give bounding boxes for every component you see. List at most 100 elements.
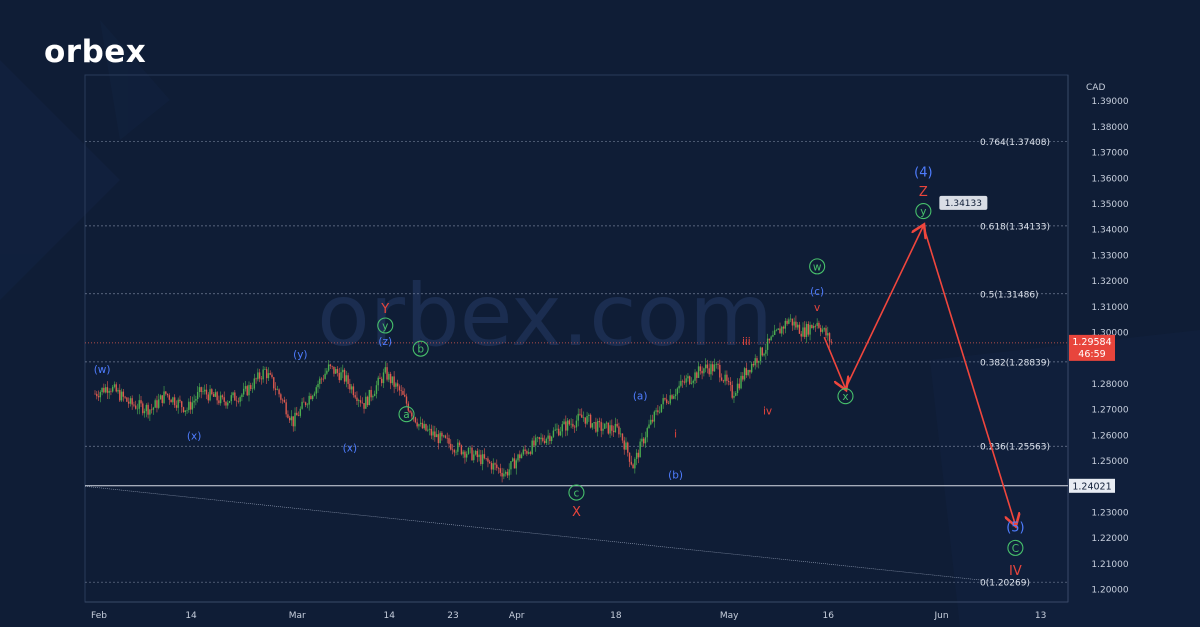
candle-body xyxy=(527,452,530,454)
candle-body xyxy=(489,461,491,463)
candle-body xyxy=(772,335,774,337)
candle-body xyxy=(740,375,742,389)
candle-body xyxy=(770,336,772,341)
candle xyxy=(662,394,664,409)
candle xyxy=(373,390,376,397)
candle xyxy=(458,440,461,448)
candle xyxy=(108,388,110,399)
candle xyxy=(94,390,96,395)
candle-body xyxy=(258,372,261,379)
candle-body xyxy=(120,391,123,401)
candle xyxy=(747,369,749,377)
candle-body xyxy=(189,401,192,410)
candle-body xyxy=(458,442,461,446)
candle xyxy=(358,398,360,408)
candle-body xyxy=(135,405,137,409)
fib-label-0: 0.764(1.37408) xyxy=(980,138,1050,148)
candle xyxy=(303,397,305,403)
candle xyxy=(389,371,392,390)
candle xyxy=(812,322,815,330)
candle xyxy=(798,321,801,334)
candle xyxy=(329,363,332,370)
candle xyxy=(473,450,475,463)
bar-countdown-label: 46:59 xyxy=(1078,349,1105,360)
candle-body xyxy=(685,378,687,383)
fib-label-5: 0(1.20269) xyxy=(980,579,1030,589)
candle xyxy=(126,397,128,402)
candle xyxy=(312,394,314,402)
candle xyxy=(568,418,571,426)
candle-body xyxy=(276,389,279,391)
candle xyxy=(304,401,307,408)
candle xyxy=(219,391,222,406)
candle-body xyxy=(494,463,496,465)
candle-body xyxy=(547,435,549,439)
candle xyxy=(632,463,634,469)
price-axis[interactable]: 1.39000 1.38000 1.37000 1.36000 1.35000 1.340… xyxy=(1091,97,1128,595)
candle-body xyxy=(651,419,654,422)
candle xyxy=(637,449,640,464)
candle-body xyxy=(451,449,454,451)
candle-body xyxy=(260,378,263,380)
wave-circle-22 xyxy=(915,203,932,220)
candle-body xyxy=(671,395,673,399)
candle xyxy=(490,461,493,474)
candle xyxy=(264,366,266,370)
x-tick-label-5: Apr xyxy=(509,611,525,621)
candle-body xyxy=(304,402,307,406)
candle xyxy=(306,402,309,409)
y-tick-label-11: 1.27000 xyxy=(1091,406,1128,416)
candle-body xyxy=(708,368,710,375)
candle xyxy=(485,458,487,461)
candle-body xyxy=(467,448,470,454)
candle xyxy=(464,450,466,464)
candle-body xyxy=(195,399,197,401)
candle xyxy=(607,422,609,435)
candle-body xyxy=(347,375,349,384)
candle xyxy=(818,320,820,330)
candle-body xyxy=(425,424,427,431)
candle-body xyxy=(448,438,450,444)
candle-body xyxy=(696,372,698,378)
candle-body xyxy=(159,395,162,400)
candle-body xyxy=(669,395,671,404)
candle-body xyxy=(317,384,319,388)
candle-body xyxy=(759,347,762,361)
candle-body xyxy=(660,404,663,412)
candle xyxy=(195,395,197,406)
trendline-layer xyxy=(84,485,1068,582)
y-tick-label-2: 1.37000 xyxy=(1091,149,1128,159)
candle-body xyxy=(455,451,457,453)
candle xyxy=(301,397,303,410)
candle xyxy=(720,373,723,382)
candle-body xyxy=(828,333,831,342)
candle-body xyxy=(676,388,679,395)
candle-body xyxy=(540,437,542,440)
candle xyxy=(745,362,748,378)
candle-body xyxy=(313,393,316,396)
candle-body xyxy=(823,328,825,330)
candle-body xyxy=(689,376,691,384)
candle xyxy=(481,450,484,471)
x-tick-label-6: 18 xyxy=(610,611,622,621)
candle-body xyxy=(462,451,464,455)
candle-body xyxy=(607,422,609,434)
candle xyxy=(471,444,473,461)
candle-body xyxy=(349,383,351,390)
candle xyxy=(469,447,471,454)
time-axis[interactable]: Feb 14 Mar 14 23 Apr 18 May 16 Jun 13 xyxy=(91,611,1046,621)
candle xyxy=(182,406,185,414)
candle xyxy=(340,367,342,381)
candle xyxy=(687,373,689,382)
candle-body xyxy=(391,376,394,384)
candle-body xyxy=(609,425,611,434)
candle xyxy=(809,321,811,341)
candle-body xyxy=(814,325,817,327)
candle-body xyxy=(471,447,473,461)
candle-body xyxy=(796,324,799,328)
candle-body xyxy=(319,378,321,385)
y-tick-label-17: 1.20000 xyxy=(1091,586,1128,596)
candle xyxy=(749,369,751,379)
candle-body xyxy=(99,392,102,398)
candle-body xyxy=(765,349,767,354)
